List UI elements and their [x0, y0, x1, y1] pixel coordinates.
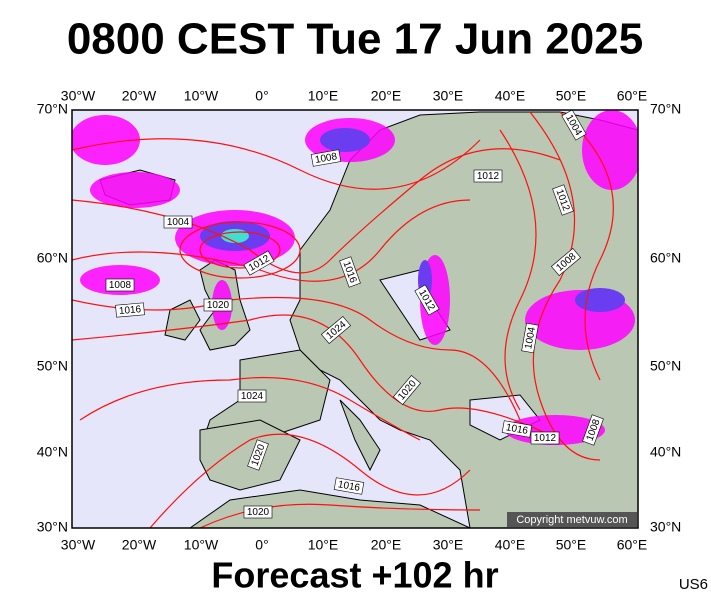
- isobar-label-text: 1016: [118, 304, 142, 317]
- isobar-label: 1008: [310, 149, 342, 167]
- frame: [71, 109, 639, 529]
- lon-label-bottom: 20°W: [122, 537, 157, 553]
- axis-labels: 30°W 30°W 20°W 20°W 10°W 10°W 0° 0° 10°E 10°E 20°E…: [37, 88, 682, 553]
- lat-label-right: 50°N: [650, 358, 681, 374]
- isobar-label-box: [473, 169, 503, 183]
- isobar-label-box: [333, 477, 365, 495]
- lat-label-right: 70°N: [650, 101, 681, 117]
- copyright-box: [507, 512, 637, 527]
- lon-label-top: 30°W: [61, 88, 96, 104]
- isobar-label-box: [582, 414, 604, 446]
- isobar-label: 1016: [115, 302, 145, 318]
- lon-label-bottom: 60°E: [617, 537, 648, 553]
- isobar-label-box: [105, 278, 135, 292]
- lat-label-left: 60°N: [37, 250, 68, 266]
- isobar-label: 1016: [333, 477, 365, 495]
- isobar-label-text: 1012: [477, 171, 500, 182]
- isobar-label: 1012: [530, 431, 560, 445]
- lon-label-top: 60°E: [617, 88, 648, 104]
- lon-label-bottom: 30°E: [433, 537, 464, 553]
- lat-label-right: 30°N: [650, 519, 681, 535]
- lat-label-left: 30°N: [37, 519, 68, 535]
- isobar-label-box: [530, 431, 560, 445]
- lon-label-top: 50°E: [556, 88, 587, 104]
- lon-label-top: 0°: [255, 88, 268, 104]
- isobar-label: 1012: [473, 169, 503, 183]
- isobar-label-box: [320, 315, 352, 345]
- isobar-label-text: 1004: [167, 217, 190, 228]
- isobar-label-text: 1008: [314, 151, 338, 166]
- isobar-label-text: 1024: [241, 391, 264, 402]
- lon-label-bottom: 10°W: [184, 537, 219, 553]
- lon-label-bottom: 50°E: [556, 537, 587, 553]
- footer: Forecast +102 hr: [211, 555, 498, 596]
- lon-label-top: 20°W: [122, 88, 157, 104]
- peak-precipitation: [221, 229, 249, 243]
- lon-label-bottom: 20°E: [371, 537, 402, 553]
- isobar-label-box: [392, 374, 422, 406]
- lon-label-top: 30°E: [433, 88, 464, 104]
- isobar-label-text: 1004: [523, 326, 538, 350]
- isobar-label-text: 1016: [337, 479, 361, 494]
- lat-label-left: 40°N: [37, 444, 68, 460]
- copyright: Copyright metvuw.com: [516, 514, 627, 526]
- isobar-label: 1004: [521, 322, 539, 354]
- isobar-label: 1016: [501, 420, 533, 438]
- title: 0800 CEST Tue 17 Jun 2025: [67, 15, 643, 64]
- lon-label-top: 10°E: [308, 88, 339, 104]
- isobar-label-box: [521, 322, 539, 354]
- lon-label-bottom: 0°: [255, 537, 268, 553]
- lon-label-bottom: 30°W: [61, 537, 96, 553]
- isobar-label-box: [115, 302, 145, 318]
- lon-label-top: 40°E: [495, 88, 526, 104]
- isobar-label-text: 1020: [247, 507, 270, 518]
- lon-label-bottom: 40°E: [495, 537, 526, 553]
- isobar-label: 1004: [163, 215, 193, 229]
- isobar-label-box: [339, 256, 361, 288]
- lon-label-top: 10°W: [184, 88, 219, 104]
- lon-label-bottom: 10°E: [308, 537, 339, 553]
- isobar-label-text: 1012: [534, 433, 557, 444]
- isobar-label: 1020: [243, 505, 273, 519]
- model-label: US6: [679, 576, 708, 593]
- lat-label-left: 70°N: [37, 101, 68, 117]
- lat-label-right: 40°N: [650, 444, 681, 460]
- lat-label-left: 50°N: [37, 358, 68, 374]
- isobar-label-box: [552, 184, 574, 216]
- isobar-label-box: [414, 284, 440, 316]
- isobar-label-text: 1020: [207, 300, 230, 311]
- isobar-label-text: 1016: [505, 422, 529, 437]
- isobar-label: 1024: [237, 389, 267, 403]
- lat-label-right: 60°N: [650, 250, 681, 266]
- isobar-label-text: 1008: [109, 280, 132, 291]
- isobar-label-box: [561, 110, 587, 141]
- isobar-label-box: [243, 505, 273, 519]
- isobar-label-box: [247, 439, 269, 471]
- isobar-label-box: [237, 389, 267, 403]
- isobar-label-box: [550, 247, 582, 277]
- isobar-label: 1008: [105, 278, 135, 292]
- isobar-label: 1020: [203, 298, 233, 312]
- isobar-label-box: [203, 298, 233, 312]
- isobar-label-box: [501, 420, 533, 438]
- isobar-label-box: [163, 215, 193, 229]
- isobar-label-box: [310, 149, 342, 167]
- isobar-label-box: [243, 250, 275, 276]
- lon-label-top: 20°E: [371, 88, 402, 104]
